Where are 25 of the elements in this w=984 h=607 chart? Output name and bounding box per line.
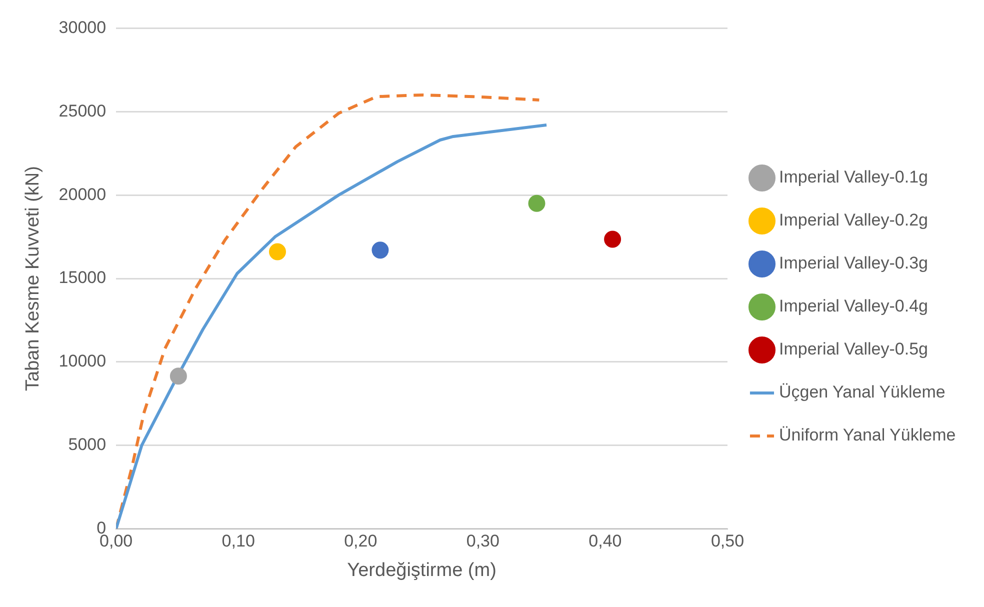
x-axis-title: Yerdeğiştirme (m) [347,560,496,581]
point [604,230,622,248]
y-tick-label: 20000 [58,184,106,204]
point [268,243,286,260]
legend-label: Imperial Valley-0.3g [779,254,928,273]
legend-label: Imperial Valley-0.2g [779,210,928,230]
y-axis-title: Taban Kesme Kuvveti (kN) [22,166,44,391]
y-tick-label: 15000 [58,268,106,288]
x-tick-label: 0,50 [710,532,744,551]
point [372,242,389,259]
point [170,368,187,385]
legend-label: Imperial Valley-0.1g [779,168,928,187]
x-tick-label: 0,30 [466,532,500,551]
legend-label: Imperial Valley-0.4g [779,296,928,316]
point [528,194,546,212]
x-tick-label: 0,10 [222,532,255,551]
legend-label: Imperial Valley-0.5g [779,340,928,359]
x-tick-label: 0,40 [588,532,622,551]
x-tick-label: 0,20 [344,532,378,551]
y-tick-label: 5000 [68,435,106,454]
y-tick-label: 10000 [58,352,106,371]
y-tick-label: 30000 [58,18,106,37]
legend-label: Üniform Yanal Yükleme [779,426,956,445]
legend-label: Üçgen Yanal Yükleme [779,382,946,402]
y-tick-label: 25000 [58,101,106,120]
